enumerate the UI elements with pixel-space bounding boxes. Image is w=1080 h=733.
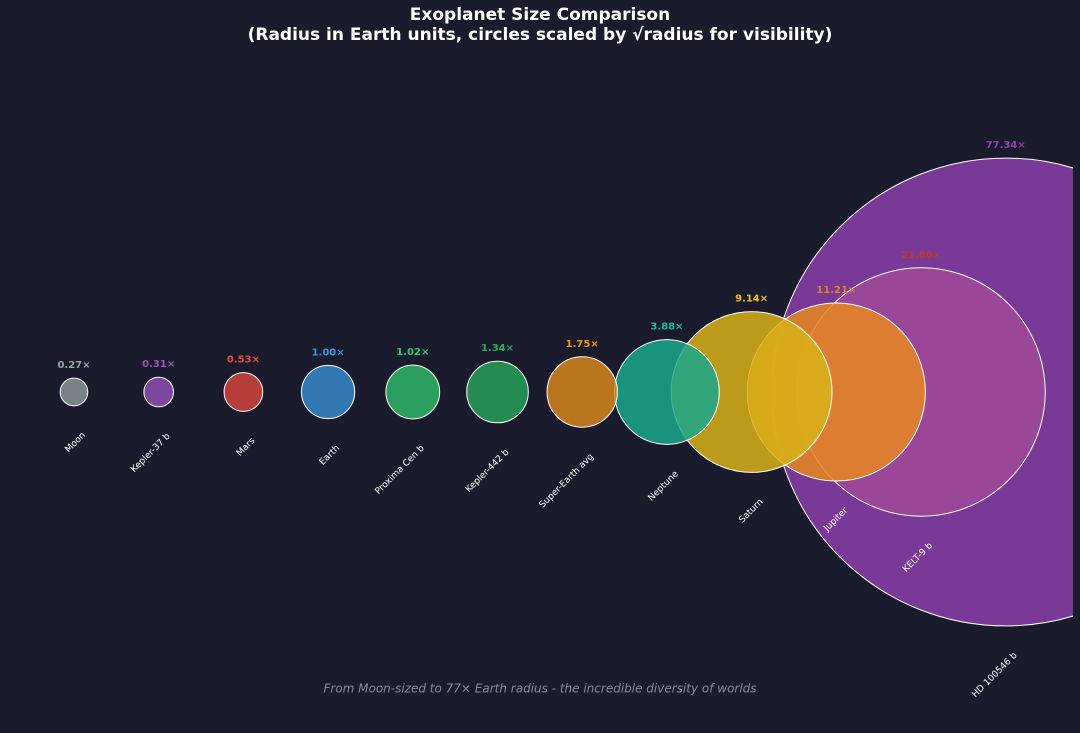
value-label: 1.00× (312, 347, 345, 358)
planet-circle (59, 377, 89, 407)
value-label: 77.34× (986, 140, 1026, 151)
value-label: 1.34× (481, 343, 514, 354)
planet-circle (385, 364, 441, 420)
value-label: 3.88× (650, 322, 683, 333)
footnote: From Moon-sized to 77× Earth radius - th… (323, 682, 756, 696)
value-label: 1.75× (566, 339, 599, 350)
planet-circle (614, 339, 720, 445)
planet-circle (223, 372, 264, 412)
chart-subtitle: (Radius in Earth units, circles scaled b… (248, 25, 833, 45)
planet-circle (546, 356, 618, 428)
value-label: 0.31× (142, 359, 175, 370)
planet-circle (301, 364, 356, 420)
value-label: 1.02× (396, 347, 429, 358)
value-label: 11.21× (816, 285, 856, 296)
planet-circle (466, 360, 529, 424)
plot-area (59, 157, 1073, 627)
value-label: 0.27× (57, 360, 90, 371)
planet-circle (143, 376, 175, 408)
value-label: 9.14× (735, 294, 768, 305)
value-label: 21.80× (901, 250, 941, 261)
chart-title: Exoplanet Size Comparison (410, 5, 670, 25)
value-label: 0.53× (227, 355, 260, 366)
